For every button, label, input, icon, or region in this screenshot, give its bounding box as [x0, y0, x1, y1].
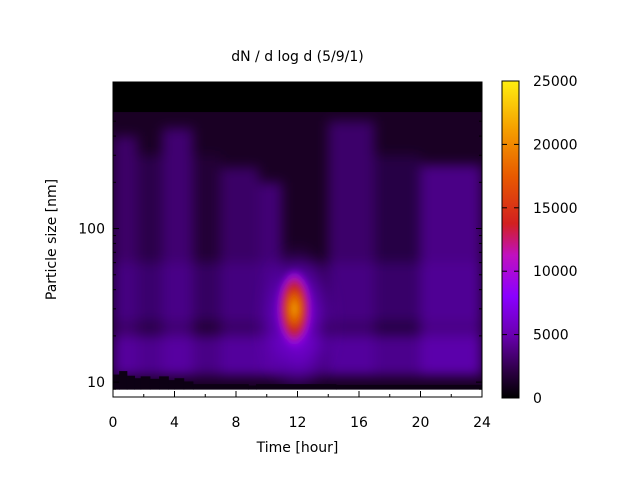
x-axis-label: Time [hour]	[256, 440, 339, 456]
x-tick-label: 4	[170, 415, 179, 431]
heatmap-edge-step	[159, 376, 169, 390]
y-axis-label: Particle size [nm]	[44, 179, 60, 300]
chart-title: dN / d log d (5/9/1)	[231, 49, 364, 65]
colorbar-gradient	[501, 80, 520, 399]
colorbar-tick-label: 20000	[533, 137, 578, 153]
heatmap-edge-step	[149, 378, 160, 390]
heatmap-edge-step	[183, 381, 194, 390]
x-axis: 0 4 8 12 16 20 24	[109, 82, 491, 431]
colorbar: 0 5000 10000 15000 20000 25000	[501, 74, 578, 407]
heatmap-bands	[113, 121, 482, 376]
heatmap-edge-step	[168, 380, 175, 390]
heatmap-edge-step	[174, 378, 185, 390]
heatmap-edge-step	[335, 384, 482, 390]
colorbar-tick-label: 15000	[533, 201, 578, 217]
heatmap-edge-step	[192, 384, 249, 390]
colorbar-tick-label: 25000	[533, 74, 578, 90]
heatmap-edge-step	[134, 378, 142, 390]
y-tick-label: 100	[78, 222, 105, 238]
heatmap-edge-step	[255, 384, 337, 390]
x-tick-label: 0	[109, 415, 118, 431]
heatmap-edge-step	[126, 375, 136, 390]
heatmap-edge-step	[248, 385, 257, 390]
colorbar-ticks: 0 5000 10000 15000 20000 25000	[502, 74, 578, 407]
heatmap-band	[113, 136, 138, 376]
colorbar-tick-label: 5000	[533, 328, 569, 344]
colorbar-tick-label: 0	[533, 391, 542, 407]
plot-area	[113, 82, 482, 397]
y-axis: 10 100	[78, 89, 482, 398]
heatmap-edge-step	[119, 371, 128, 390]
x-tick-label: 24	[473, 415, 491, 431]
x-tick-label: 20	[412, 415, 430, 431]
burst-core	[275, 268, 313, 349]
x-tick-label: 8	[232, 415, 241, 431]
x-tick-label: 12	[289, 415, 307, 431]
x-tick-label: 16	[350, 415, 368, 431]
colorbar-tick-label: 10000	[533, 264, 578, 280]
y-tick-label: 10	[87, 375, 105, 391]
heatmap-edge-step	[140, 376, 151, 390]
heatmap-band	[162, 128, 193, 376]
